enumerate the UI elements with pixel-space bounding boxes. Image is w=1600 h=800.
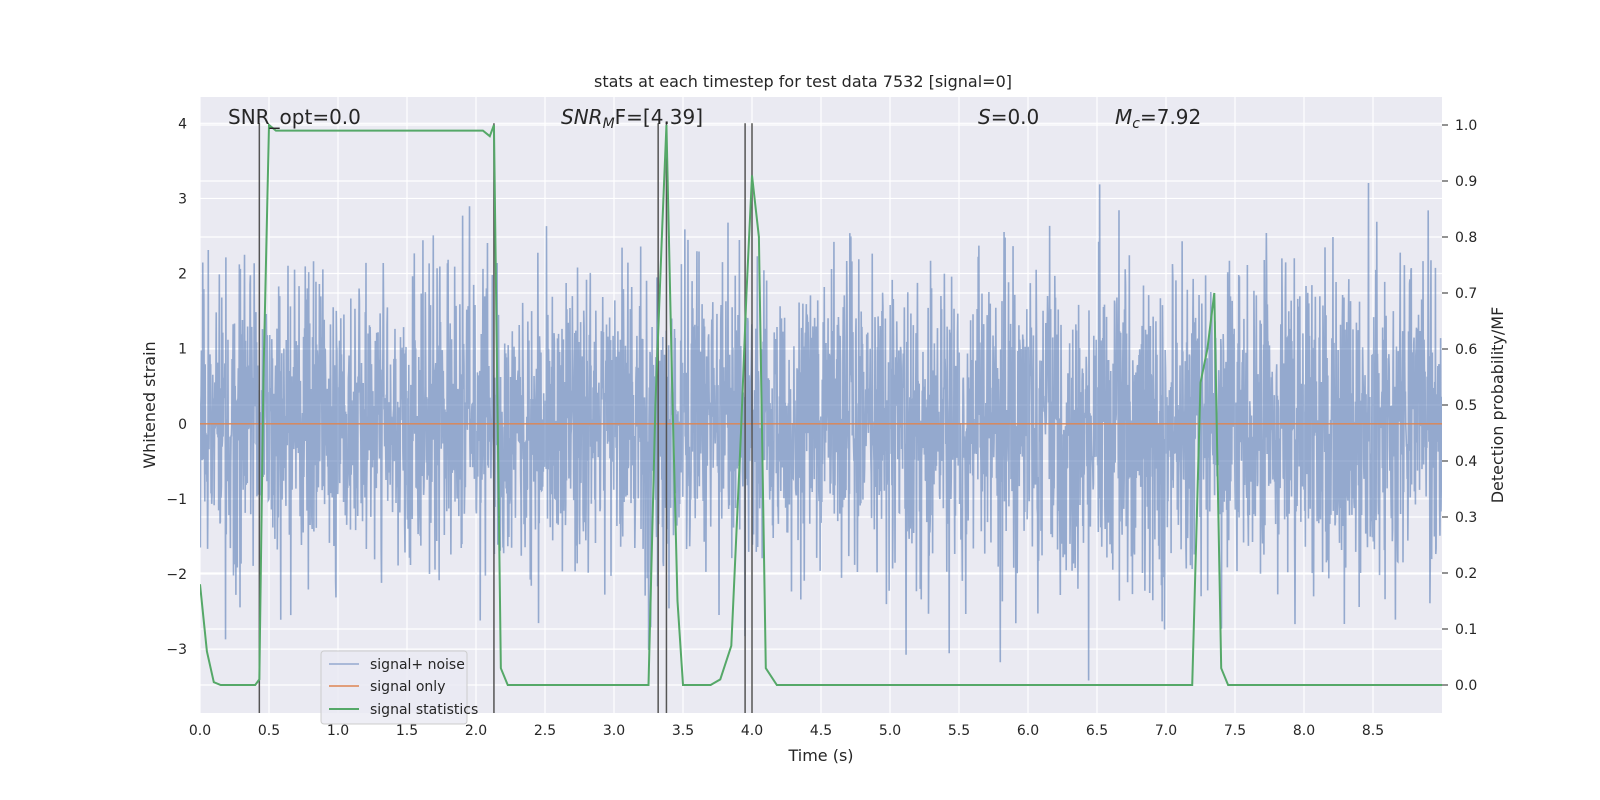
y-right-tick-label-0: 0.0	[1455, 678, 1477, 694]
annotation-snr-mf-sub: M	[603, 116, 615, 132]
annotation-mc: Mc=7.92	[1115, 105, 1201, 132]
annotation-snr-opt: SNR_opt=0.0	[228, 105, 361, 129]
annotation-mc-sub: c	[1132, 116, 1140, 132]
y-right-tick-label-2: 0.2	[1455, 566, 1477, 582]
annotation-s-rest: =0.0	[991, 105, 1040, 129]
x-tick-label-8: 4.0	[741, 723, 763, 739]
annotation-snr-mf: SNRMF=[4.39]	[561, 105, 703, 132]
y-axis-left-label: Whitened strain	[140, 341, 159, 468]
x-tick-label-4: 2.0	[465, 723, 487, 739]
y-right-tick-label-3: 0.3	[1455, 510, 1477, 526]
annotation-mc-rest: =7.92	[1140, 105, 1201, 129]
y-left-tick-label-7: 4	[178, 116, 187, 132]
x-axis: 0.0 0.5 1.0 1.5 2.0 2.5 3.0 3.5 4.0 4.5 5.0 5.5 6.0 6…	[189, 723, 1384, 739]
y-left-tick-label-1: −2	[166, 567, 187, 583]
y-right-tick-label-8: 0.8	[1455, 230, 1477, 246]
annotation-snr-mf-rest: F=[4.39]	[615, 105, 703, 129]
y-left-tick-label-2: −1	[166, 492, 187, 508]
vertical-markers	[258, 123, 753, 713]
x-tick-label-12: 6.0	[1017, 723, 1039, 739]
y-right-tick-label-10: 1.0	[1455, 118, 1477, 134]
x-tick-label-1: 0.5	[258, 723, 280, 739]
x-tick-label-3: 1.5	[396, 723, 418, 739]
legend-label-signal-plus-noise: signal+ noise	[370, 657, 465, 673]
x-tick-label-6: 3.0	[603, 723, 625, 739]
legend-box	[320, 650, 468, 725]
y-left-tick-label-5: 2	[178, 267, 187, 283]
legend: signal+ noise signal only signal statist…	[320, 650, 478, 725]
plot-area	[200, 122, 1442, 713]
y-left-tick-label-3: 0	[178, 417, 187, 433]
x-axis-label: Time (s)	[787, 746, 853, 765]
x-tick-label-14: 7.0	[1155, 723, 1177, 739]
y-axis-left: −3 −2 −1 0 1 2 3 4	[166, 116, 187, 658]
y-right-tick-label-9: 0.9	[1455, 174, 1477, 190]
y-axis-right-label: Detection probability/MF	[1488, 307, 1507, 504]
x-tick-label-11: 5.5	[948, 723, 970, 739]
annotation-mc-base: M	[1115, 105, 1132, 129]
y-right-tick-label-7: 0.7	[1455, 286, 1477, 302]
x-tick-label-17: 8.5	[1362, 723, 1384, 739]
annotation-s-italic: S	[978, 105, 991, 129]
y-right-tick-label-1: 0.1	[1455, 622, 1477, 638]
x-tick-label-16: 8.0	[1293, 723, 1315, 739]
x-tick-label-5: 2.5	[534, 723, 556, 739]
legend-label-signal-only: signal only	[370, 679, 445, 695]
y-left-tick-label-0: −3	[166, 642, 187, 658]
annotation-s: S=0.0	[978, 105, 1039, 129]
series-signal-plus-noise	[200, 182, 1442, 681]
y-right-tick-label-6: 0.6	[1455, 342, 1477, 358]
annotation-snr-mf-base: SNR	[561, 105, 603, 129]
x-tick-label-15: 7.5	[1224, 723, 1246, 739]
series-signal-statistics	[200, 122, 1442, 686]
x-tick-label-10: 5.0	[879, 723, 901, 739]
y-right-tick-label-5: 0.5	[1455, 398, 1477, 414]
y-right-tick-label-4: 0.4	[1455, 454, 1477, 470]
y-left-tick-label-6: 3	[178, 191, 187, 207]
x-tick-label-0: 0.0	[189, 723, 211, 739]
x-tick-label-13: 6.5	[1086, 723, 1108, 739]
x-tick-label-9: 4.5	[810, 723, 832, 739]
x-tick-label-2: 1.0	[327, 723, 349, 739]
x-tick-label-7: 3.5	[672, 723, 694, 739]
legend-label-signal-statistics: signal statistics	[370, 702, 478, 718]
chart-title: stats at each timestep for test data 753…	[594, 72, 1012, 91]
y-left-tick-label-4: 1	[178, 342, 187, 358]
y-axis-right: 0.0 0.1 0.2 0.3 0.4 0.5 0.6 0.7 0.8 0.9 1.0	[1442, 118, 1477, 694]
